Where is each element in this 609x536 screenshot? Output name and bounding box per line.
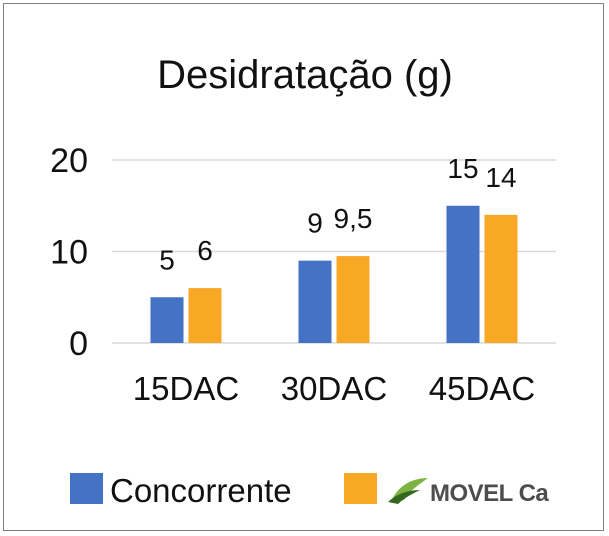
- bar-15DAC-0: [150, 297, 184, 343]
- legend-swatch-concorrente: [70, 473, 103, 504]
- data-label: 5: [159, 244, 175, 275]
- chart-title: Desidratação (g): [157, 53, 453, 97]
- y-axis-ticks: 0 10 20: [50, 142, 88, 363]
- x-category-label: 45DAC: [429, 370, 535, 407]
- data-label: 9: [307, 208, 323, 239]
- x-category-label: 30DAC: [281, 370, 387, 407]
- legend-swatch-movel-ca: [344, 473, 377, 504]
- leaf-swoosh-icon: [388, 478, 428, 504]
- data-label: 15: [447, 153, 478, 184]
- x-category-label: 15DAC: [133, 370, 239, 407]
- y-tick-label: 0: [69, 325, 88, 363]
- bar-30DAC-0: [298, 260, 332, 343]
- y-tick-label: 10: [50, 234, 88, 272]
- bar-30DAC-1: [336, 256, 370, 343]
- gridlines: [112, 159, 556, 344]
- bar-45DAC-0: [446, 205, 480, 343]
- data-label: 6: [197, 235, 213, 266]
- bars: [150, 205, 518, 343]
- legend-label-movel-ca: MOVEL Ca: [430, 480, 549, 507]
- y-tick-label: 20: [50, 142, 88, 180]
- bar-45DAC-1: [484, 214, 518, 343]
- data-label: 9,5: [334, 203, 373, 234]
- data-labels: 5 6 9 9,5 15 14: [159, 153, 516, 276]
- legend-label-concorrente: Concorrente: [110, 472, 292, 509]
- x-axis-categories: 15DAC 30DAC 45DAC: [133, 370, 535, 407]
- data-label: 14: [485, 162, 516, 193]
- bar-15DAC-1: [188, 288, 222, 343]
